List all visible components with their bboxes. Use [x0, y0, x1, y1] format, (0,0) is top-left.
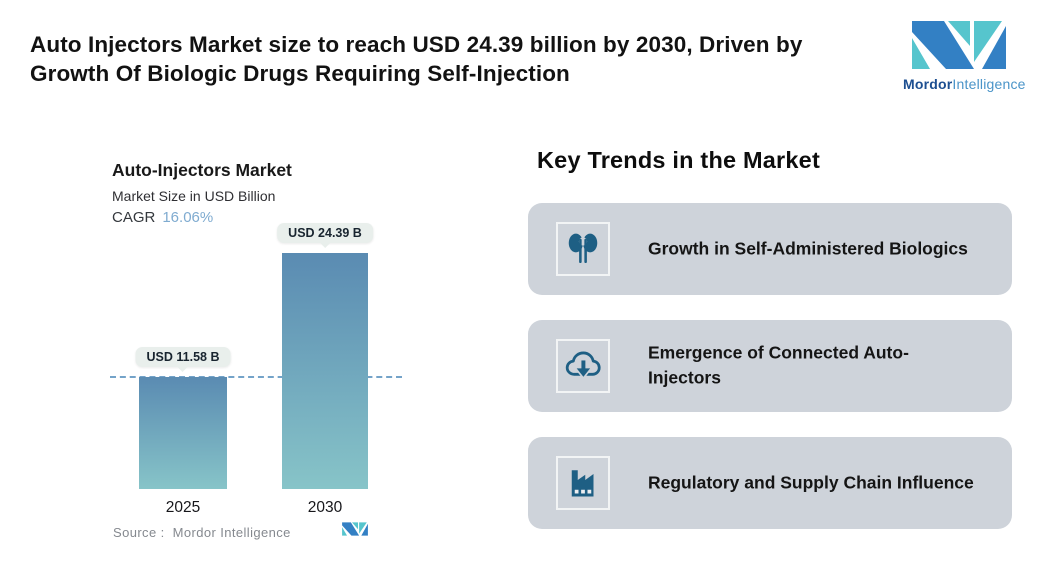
- source-text: Source : Mordor Intelligence: [113, 525, 291, 540]
- cagr-value: 16.06%: [162, 209, 214, 226]
- trend-icon-box: [556, 456, 610, 510]
- mordor-logo-mark-icon: [912, 21, 1006, 69]
- kidneys-icon: [568, 233, 598, 264]
- factory-icon: [571, 470, 594, 497]
- trend-card-self-administered-biologics: Growth in Self-Administered Biologics: [528, 203, 1012, 295]
- mordor-logo-mini-icon: [342, 522, 368, 536]
- chart-title: Auto-Injectors Market: [112, 160, 292, 180]
- trend-icon-box: [556, 339, 610, 393]
- mordor-logo-text: MordorIntelligence: [903, 76, 1026, 92]
- cagr-row: CAGR 16.06%: [112, 209, 292, 226]
- cloud-download-icon: [565, 351, 601, 380]
- trend-title: Growth in Self-Administered Biologics: [648, 238, 968, 259]
- bar-chart-plot-area: USD 11.58 B 2025 USD 24.39 B 2030: [110, 223, 402, 516]
- chart-header: Auto-Injectors Market Market Size in USD…: [112, 160, 292, 226]
- trends-heading: Key Trends in the Market: [537, 147, 820, 173]
- trend-icon-box: [556, 222, 610, 276]
- chart-source-row: Source : Mordor Intelligence: [113, 522, 403, 544]
- data-label-2030: USD 24.39 B: [277, 223, 373, 243]
- baseline-dashed-line: [110, 375, 402, 378]
- bar-2030: [282, 253, 368, 489]
- chart-subtitle: Market Size in USD Billion: [112, 188, 276, 204]
- trend-title: Regulatory and Supply Chain Influence: [648, 472, 974, 493]
- mordor-intelligence-logo: MordorIntelligence: [903, 20, 1026, 92]
- bar-group-2030: USD 24.39 B 2030: [277, 223, 373, 516]
- cagr-label: CAGR: [112, 209, 156, 226]
- bar-2025: [139, 376, 227, 489]
- page-title: Auto Injectors Market size to reach USD …: [30, 32, 803, 87]
- x-axis-label-2025: 2025: [165, 499, 201, 516]
- bar-group-2025: USD 11.58 B 2025: [135, 225, 231, 516]
- trend-title: Emergence of Connected Auto-Injectors: [648, 342, 909, 388]
- x-axis-label-2030: 2030: [307, 499, 343, 516]
- trend-card-regulatory-supply-chain: Regulatory and Supply Chain Influence: [528, 437, 1012, 529]
- data-label-2025: USD 11.58 B: [135, 346, 231, 367]
- trend-card-connected-auto-injectors: Emergence of Connected Auto-Injectors: [528, 320, 1012, 412]
